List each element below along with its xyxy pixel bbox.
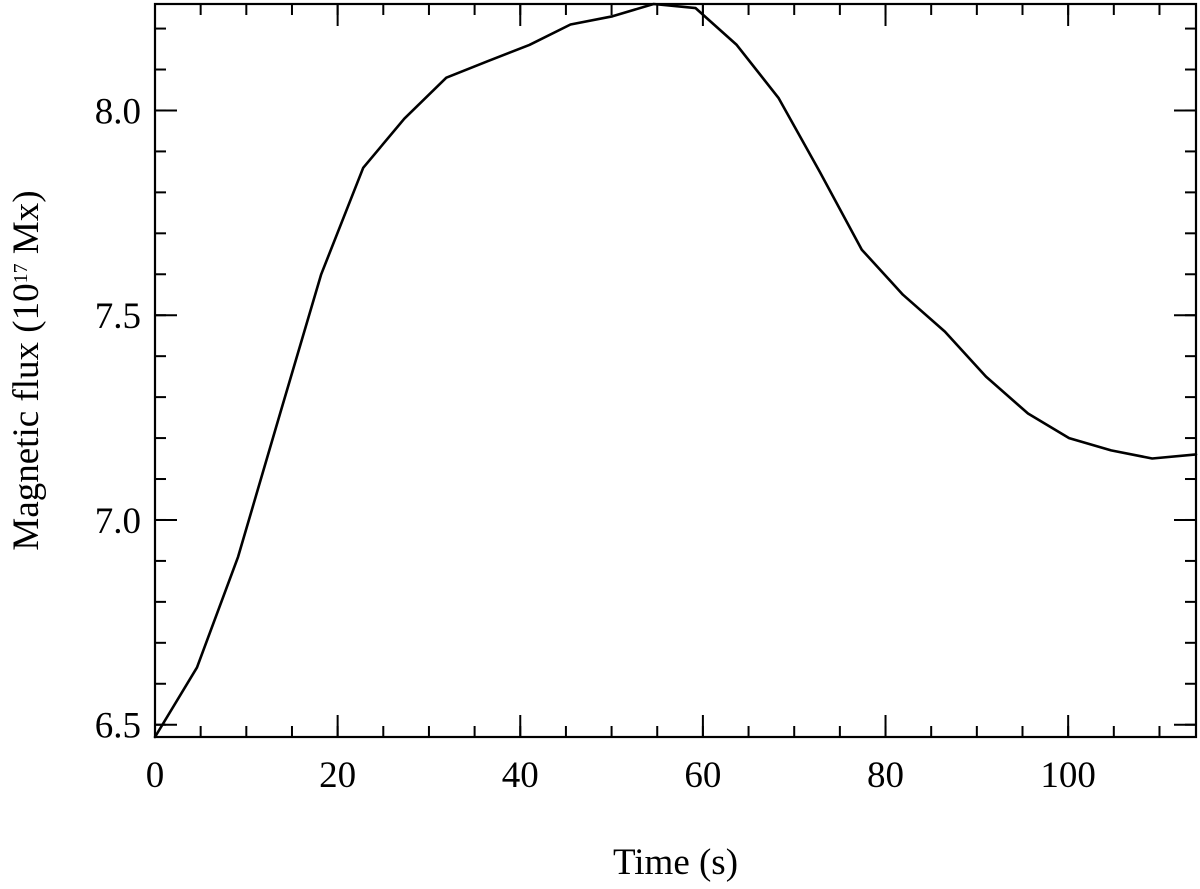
- plot-frame: [153, 2, 1198, 739]
- flux-series-line: [153, 2, 1198, 739]
- x-tick-label: 40: [502, 755, 539, 796]
- y-axis-title-prefix: Magnetic flux (10: [6, 283, 47, 550]
- x-axis-title: Time (s): [613, 842, 738, 883]
- y-axis-title-suffix: Mx): [6, 190, 47, 263]
- axis-ticks: [155, 4, 1196, 737]
- y-tick-label: 6.5: [95, 706, 141, 747]
- y-tick-label: 8.0: [95, 91, 141, 132]
- x-tick-label: 80: [867, 755, 904, 796]
- tick-labels: 0 20 40 60 80 100 6.5 7.0 7.5 8.0: [95, 91, 1096, 796]
- x-tick-label: 20: [319, 755, 356, 796]
- y-axis-title: Magnetic flux (1017 Mx): [6, 190, 47, 550]
- y-tick-label: 7.0: [95, 501, 141, 542]
- x-tick-label: 100: [1040, 755, 1096, 796]
- x-tick-label: 60: [684, 755, 721, 796]
- y-tick-label: 7.5: [95, 296, 141, 337]
- y-axis-title-exponent: 17: [10, 263, 32, 283]
- x-tick-label: 0: [146, 755, 165, 796]
